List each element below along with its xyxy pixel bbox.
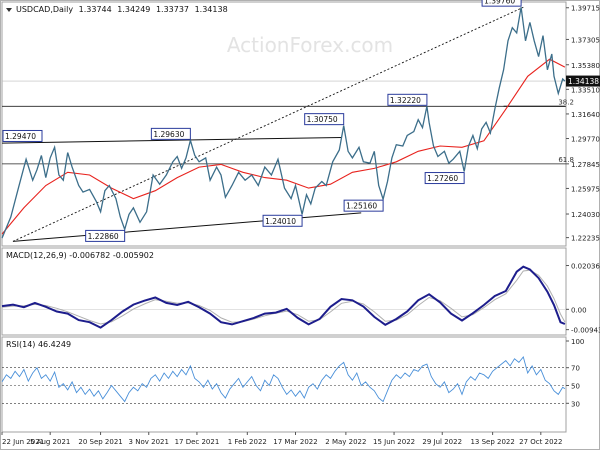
annotation-label: 1.39760 bbox=[484, 0, 515, 6]
price-panel: ActionForex.com USDCAD,Daily 1.33744 1.3… bbox=[1, 0, 600, 247]
annotation-box bbox=[262, 214, 303, 227]
annotation-box bbox=[424, 172, 465, 185]
x-tick-label: 20 Sep 2021 bbox=[78, 438, 122, 446]
current-price-label: 1.34138 bbox=[568, 77, 599, 86]
ohlc-low: 1.33737 bbox=[156, 5, 189, 14]
rising-trendline bbox=[12, 6, 524, 242]
level-label: 61.8 bbox=[558, 156, 574, 164]
macd-tick-label: 0.02036 bbox=[571, 263, 600, 271]
price-tick-label: 1.27845 bbox=[571, 161, 600, 169]
rsi-tick-label: 70 bbox=[571, 365, 580, 373]
macd-panel-title: MACD(12,26,9) -0.006782 -0.005902 bbox=[6, 251, 154, 260]
macd-lines bbox=[1, 265, 566, 329]
watermark: ActionForex.com bbox=[227, 33, 393, 57]
price-tick-label: 1.39715 bbox=[571, 5, 600, 13]
annotation-box bbox=[387, 93, 428, 106]
price-lines bbox=[1, 6, 566, 242]
rsi-tick-label: 100 bbox=[571, 338, 584, 346]
annotation-label: 1.30750 bbox=[307, 115, 338, 124]
ohlc-close: 1.34138 bbox=[195, 5, 228, 14]
price-grid bbox=[2, 80, 566, 165]
x-tick-label: 29 Jul 2022 bbox=[422, 438, 462, 446]
price-tick-label: 1.31640 bbox=[571, 111, 600, 119]
rsi-panel: RSI(14) 46.4249 100 70 50 30 bbox=[1, 336, 584, 433]
annotation-label: 1.29470 bbox=[5, 132, 36, 141]
annotation-box bbox=[2, 129, 43, 142]
x-tick-label: 15 Jun 2022 bbox=[373, 438, 415, 446]
ohlc-open: 1.33744 bbox=[79, 5, 112, 14]
annotation-label: 1.29630 bbox=[153, 130, 184, 139]
annotation-box bbox=[85, 229, 126, 242]
current-price-tag bbox=[566, 75, 600, 87]
x-tick-label: 22 Jun 2021 bbox=[2, 438, 44, 446]
annotation-box bbox=[481, 0, 522, 7]
macd-y-axis: 0.02036 0.00 -0.009438 bbox=[566, 263, 600, 335]
rsi-tick-label: 30 bbox=[571, 400, 580, 408]
price-labels: 1.39760 1.32220 1.30750 1.29630 1.29470 1.272… bbox=[2, 0, 574, 242]
annotation-label: 1.22860 bbox=[88, 232, 119, 241]
rsi-tick-label: 50 bbox=[571, 383, 580, 391]
x-tick-label: 3 Nov 2021 bbox=[129, 438, 169, 446]
price-tick-label: 1.22235 bbox=[571, 235, 600, 243]
timeframe-label: Daily bbox=[53, 5, 74, 14]
rsi-lines bbox=[1, 356, 566, 403]
annotation-box bbox=[150, 127, 191, 140]
price-tick-label: 1.37305 bbox=[571, 36, 600, 44]
x-tick-label: 27 Oct 2022 bbox=[519, 438, 562, 446]
x-tick-label: 5 Aug 2021 bbox=[30, 438, 70, 446]
rsi-y-axis: 100 70 50 30 bbox=[566, 338, 584, 408]
annotation-box bbox=[343, 199, 384, 212]
panel-header: USDCAD,Daily 1.33744 1.34249 1.33737 1.3… bbox=[6, 5, 228, 14]
level-label: 38.2 bbox=[558, 98, 574, 106]
price-tick-label: 1.29770 bbox=[571, 136, 600, 144]
annotation-label: 1.27260 bbox=[427, 174, 458, 183]
x-tick-label: 2 May 2022 bbox=[325, 438, 366, 446]
annotation-label: 1.25160 bbox=[346, 202, 377, 211]
price-tick-label: 1.24030 bbox=[571, 211, 600, 219]
price-line bbox=[1, 7, 566, 239]
price-tick-label: 1.35380 bbox=[571, 62, 600, 70]
support-trendline bbox=[12, 212, 362, 242]
rsi-panel-title: RSI(14) 46.4249 bbox=[6, 340, 71, 349]
x-tick-label: 17 Dec 2021 bbox=[175, 438, 220, 446]
ohlc-high: 1.34249 bbox=[117, 5, 150, 14]
macd-signal-line bbox=[1, 269, 566, 325]
annotation-label: 1.32220 bbox=[390, 96, 421, 105]
rsi-line bbox=[1, 356, 566, 403]
price-tick-label: 1.25975 bbox=[571, 185, 600, 193]
macd-tick-label: 0.00 bbox=[571, 306, 587, 314]
price-tick-label: 1.33510 bbox=[571, 86, 600, 94]
x-tick-label: 13 Sep 2022 bbox=[470, 438, 514, 446]
annotation-box bbox=[304, 113, 345, 126]
macd-line bbox=[1, 265, 566, 329]
x-tick-label: 1 Feb 2022 bbox=[228, 438, 267, 446]
sma-line bbox=[1, 58, 566, 235]
symbol-label: USDCAD bbox=[16, 5, 50, 14]
macd-tick-label: -0.009438 bbox=[571, 327, 600, 335]
macd-panel-frame bbox=[1, 247, 567, 336]
price-y-axis: 1.39715 1.37305 1.35380 1.33510 1.31640 1.297… bbox=[566, 5, 600, 243]
x-tick-label: 17 Mar 2022 bbox=[273, 438, 317, 446]
macd-panel: MACD(12,26,9) -0.006782 -0.005902 0.0203… bbox=[1, 247, 600, 336]
annotation-label: 1.24010 bbox=[265, 217, 296, 226]
rsi-panel-frame bbox=[1, 336, 567, 433]
upper-channel-line bbox=[1, 136, 342, 144]
price-panel-title: USDCAD,Daily 1.33744 1.34249 1.33737 1.3… bbox=[16, 5, 228, 14]
collapse-triangle-icon[interactable] bbox=[6, 8, 12, 12]
price-panel-frame bbox=[1, 1, 567, 247]
